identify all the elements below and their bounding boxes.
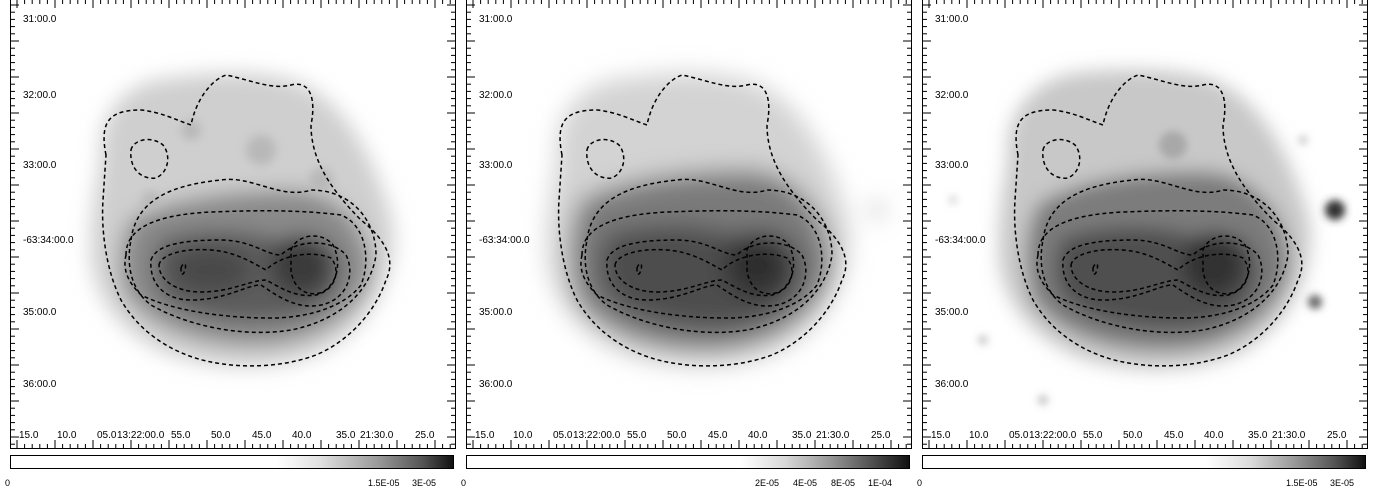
colorbar-tick: 0 — [5, 478, 11, 488]
colorbar-tick: 0 — [461, 478, 467, 488]
sky-image-frame: 31:00.0 32:00.0 33:00.0 -63:34:00.0 35:0… — [10, 0, 456, 449]
ra-label: 45.0 — [1164, 430, 1184, 441]
sky-image-frame: 31:00.0 32:00.0 33:00.0 -63:34:00.0 35:0… — [922, 0, 1368, 449]
sky-image-frame: 31:00.0 32:00.0 33:00.0 -63:34:00.0 35:0… — [466, 0, 912, 449]
image-panel-1: 31:00.0 32:00.0 33:00.0 -63:34:00.0 35:0… — [0, 0, 456, 491]
colorbar-tick: 4E-05 — [793, 478, 818, 488]
ra-label: 10.0 — [513, 430, 533, 441]
colorbar — [10, 455, 454, 469]
axis-ticks — [11, 0, 455, 448]
dec-label: 33:00.0 — [935, 160, 969, 171]
colorbar-tick: 1.5E-05 — [1286, 478, 1318, 488]
ra-label: 50.0 — [211, 430, 231, 441]
dec-label: -63:34:00.0 — [23, 235, 74, 246]
axis-ticks — [467, 0, 911, 448]
ra-label: 15.0 — [475, 430, 495, 441]
ra-label: 21:30.0 — [1272, 430, 1306, 441]
ra-label: 05.0 — [553, 430, 573, 441]
sky-image — [467, 0, 911, 448]
ra-label: 10.0 — [57, 430, 77, 441]
dec-label: 33:00.0 — [23, 160, 57, 171]
colorbar-tick: 8E-05 — [831, 478, 856, 488]
colorbar-tick: 2E-05 — [755, 478, 780, 488]
ra-label: 45.0 — [708, 430, 728, 441]
ra-label: 55.0 — [1083, 430, 1103, 441]
ra-label: 40.0 — [748, 430, 768, 441]
dec-label: -63:34:00.0 — [935, 235, 986, 246]
colorbar-tick: 1.5E-05 — [368, 478, 400, 488]
ra-label: 40.0 — [1204, 430, 1224, 441]
ra-label: 25.0 — [415, 430, 435, 441]
colorbar-tick: 0 — [917, 478, 923, 488]
dec-label: -63:34:00.0 — [479, 235, 530, 246]
dec-label: 35:00.0 — [23, 307, 57, 318]
dec-label: 36:00.0 — [23, 379, 57, 390]
ra-label: 25.0 — [1327, 430, 1347, 441]
dec-label: 35:00.0 — [935, 307, 969, 318]
ra-label: 15.0 — [19, 430, 39, 441]
ra-label: 13:22:00.0 — [117, 430, 165, 441]
dec-label: 36:00.0 — [479, 379, 513, 390]
ra-label: 25.0 — [871, 430, 891, 441]
ra-label: 40.0 — [292, 430, 312, 441]
image-panel-2: 31:00.0 32:00.0 33:00.0 -63:34:00.0 35:0… — [456, 0, 912, 491]
dec-label: 32:00.0 — [479, 90, 513, 101]
contour-lines — [557, 74, 847, 367]
ra-label: 05.0 — [97, 430, 117, 441]
dec-label: 31:00.0 — [23, 14, 57, 25]
dec-label: 31:00.0 — [479, 14, 513, 25]
axis-ticks — [923, 0, 1367, 448]
dec-label: 36:00.0 — [935, 379, 969, 390]
sky-image — [923, 0, 1367, 448]
ra-label: 10.0 — [969, 430, 989, 441]
colorbar — [922, 455, 1366, 469]
ra-label: 50.0 — [667, 430, 687, 441]
dec-label: 35:00.0 — [479, 307, 513, 318]
colorbar-tick: 1E-04 — [868, 478, 893, 488]
ra-label: 05.0 — [1009, 430, 1029, 441]
ra-label: 21:30.0 — [816, 430, 850, 441]
image-panel-3: 31:00.0 32:00.0 33:00.0 -63:34:00.0 35:0… — [912, 0, 1368, 491]
colorbar-tick: 3E-05 — [412, 478, 437, 488]
dec-label: 33:00.0 — [479, 160, 513, 171]
colorbar — [466, 455, 910, 469]
dec-label: 31:00.0 — [935, 14, 969, 25]
ra-label: 13:22:00.0 — [573, 430, 621, 441]
dec-label: 32:00.0 — [935, 90, 969, 101]
ra-label: 55.0 — [627, 430, 647, 441]
ra-label: 50.0 — [1123, 430, 1143, 441]
ra-label: 35.0 — [1248, 430, 1268, 441]
contour-lines — [101, 74, 391, 367]
contour-lines — [1013, 74, 1303, 367]
sky-image — [11, 0, 455, 448]
ra-label: 35.0 — [336, 430, 356, 441]
ra-label: 13:22:00.0 — [1029, 430, 1077, 441]
ra-label: 35.0 — [792, 430, 812, 441]
ra-label: 15.0 — [931, 430, 951, 441]
ra-label: 45.0 — [252, 430, 272, 441]
ra-label: 55.0 — [171, 430, 191, 441]
ra-label: 21:30.0 — [360, 430, 394, 441]
dec-label: 32:00.0 — [23, 90, 57, 101]
colorbar-tick: 3E-05 — [1330, 478, 1355, 488]
